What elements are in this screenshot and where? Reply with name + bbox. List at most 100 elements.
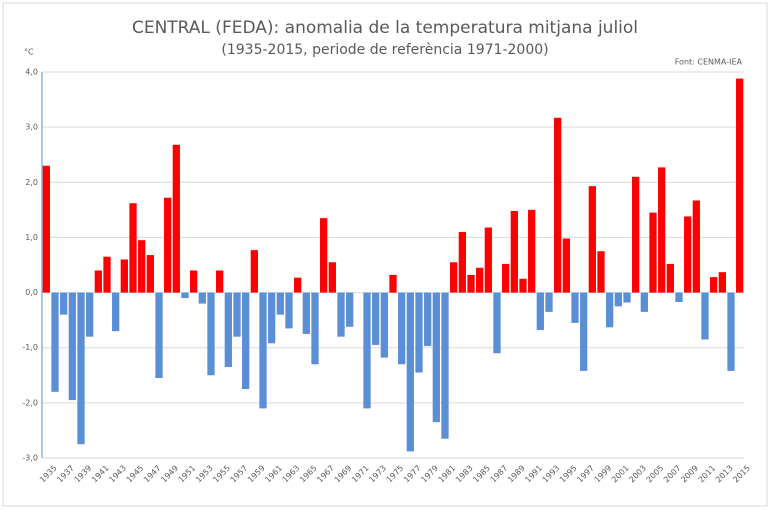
bar	[458, 231, 466, 293]
bar	[164, 197, 172, 293]
x-tick-label: 1937	[55, 464, 76, 485]
x-tick-label: 1943	[107, 464, 128, 485]
bar	[311, 292, 319, 365]
bar	[484, 227, 492, 293]
x-tick-label: 1941	[90, 464, 111, 485]
bar	[710, 277, 718, 293]
bar	[94, 270, 102, 293]
bar	[441, 292, 449, 439]
x-tick-label: 1977	[402, 464, 423, 485]
y-tick-label: -3,0	[22, 454, 38, 463]
x-tick-label: 2015	[731, 464, 752, 485]
x-tick-label: 1983	[454, 464, 475, 485]
bar	[571, 292, 579, 323]
y-tick-label: -1,0	[22, 343, 38, 352]
bar	[51, 292, 59, 392]
bar	[684, 216, 692, 293]
bar	[233, 292, 241, 337]
bar	[112, 292, 120, 332]
x-tick-label: 1963	[281, 464, 302, 485]
x-tick-label: 1951	[177, 464, 198, 485]
x-tick-label: 2001	[610, 464, 631, 485]
bar	[146, 255, 154, 293]
x-tick-label: 2011	[697, 464, 718, 485]
x-tick-label: 1969	[333, 464, 354, 485]
x-tick-label: 1995	[558, 464, 579, 485]
chart-title: CENTRAL (FEDA): anomalia de la temperatu…	[132, 18, 638, 38]
bar	[198, 292, 206, 304]
x-tick-label: 1949	[159, 464, 180, 485]
source: Font: CENMA-IEA	[675, 58, 743, 67]
bar	[207, 292, 215, 376]
x-tick-label: 1973	[367, 464, 388, 485]
bar	[294, 277, 302, 293]
bar	[502, 263, 510, 293]
bar	[406, 292, 414, 452]
bar	[398, 292, 406, 365]
y-tick-label: 2,0	[25, 178, 38, 187]
x-tick-label: 1965	[298, 464, 319, 485]
x-tick-label: 1953	[194, 464, 215, 485]
bar	[250, 250, 258, 293]
x-tick-label: 2009	[679, 464, 700, 485]
bar	[476, 267, 484, 293]
bar	[649, 212, 657, 293]
bar	[640, 292, 648, 312]
x-tick-label: 2003	[627, 464, 648, 485]
bar	[259, 292, 267, 409]
bar	[736, 78, 744, 293]
bar	[172, 144, 180, 293]
x-tick-label: 1957	[229, 464, 250, 485]
y-tick-label: 0,0	[25, 288, 38, 297]
x-tick-label: 1979	[419, 464, 440, 485]
bar	[328, 262, 336, 293]
x-tick-label: 1967	[315, 464, 336, 485]
bar	[666, 263, 674, 293]
bar	[337, 292, 345, 337]
bar	[320, 218, 328, 293]
bar	[60, 292, 68, 315]
x-tick-label: 1961	[263, 464, 284, 485]
x-tick-label: 1991	[523, 464, 544, 485]
bar	[302, 292, 310, 334]
x-tick-label: 2013	[714, 464, 735, 485]
x-tick-label: 1947	[142, 464, 163, 485]
bar	[701, 292, 709, 340]
bar	[138, 240, 146, 293]
bar	[68, 292, 76, 401]
bar	[727, 292, 735, 371]
chart-subtitle: (1935-2015, periode de referència 1971-2…	[221, 42, 548, 58]
bar	[606, 292, 614, 328]
bar	[77, 292, 85, 445]
x-tick-label: 1975	[385, 464, 406, 485]
x-tick-label: 1945	[125, 464, 146, 485]
bar	[580, 292, 588, 371]
x-tick-label: 1959	[246, 464, 267, 485]
x-tick-label: 1985	[471, 464, 492, 485]
bar	[86, 292, 94, 337]
bar	[632, 176, 640, 293]
bar	[242, 292, 250, 390]
bar	[424, 292, 432, 347]
x-tick-label: 1935	[38, 464, 59, 485]
bar	[588, 186, 596, 293]
bar	[190, 270, 198, 293]
bar	[155, 292, 163, 379]
x-tick-label: 1989	[506, 464, 527, 485]
y-unit: °C	[24, 48, 34, 57]
bar	[389, 274, 397, 293]
bar	[415, 292, 423, 373]
bar	[372, 292, 380, 345]
bar	[614, 292, 622, 307]
bar	[554, 117, 562, 293]
bar	[450, 262, 458, 293]
bar	[224, 292, 232, 368]
x-tick-label: 1955	[211, 464, 232, 485]
bar	[380, 292, 388, 358]
x-tick-label: 1939	[73, 464, 94, 485]
x-tick-label: 1987	[489, 464, 510, 485]
bar	[268, 292, 276, 344]
x-tick-label: 2007	[662, 464, 683, 485]
bar	[658, 167, 666, 293]
